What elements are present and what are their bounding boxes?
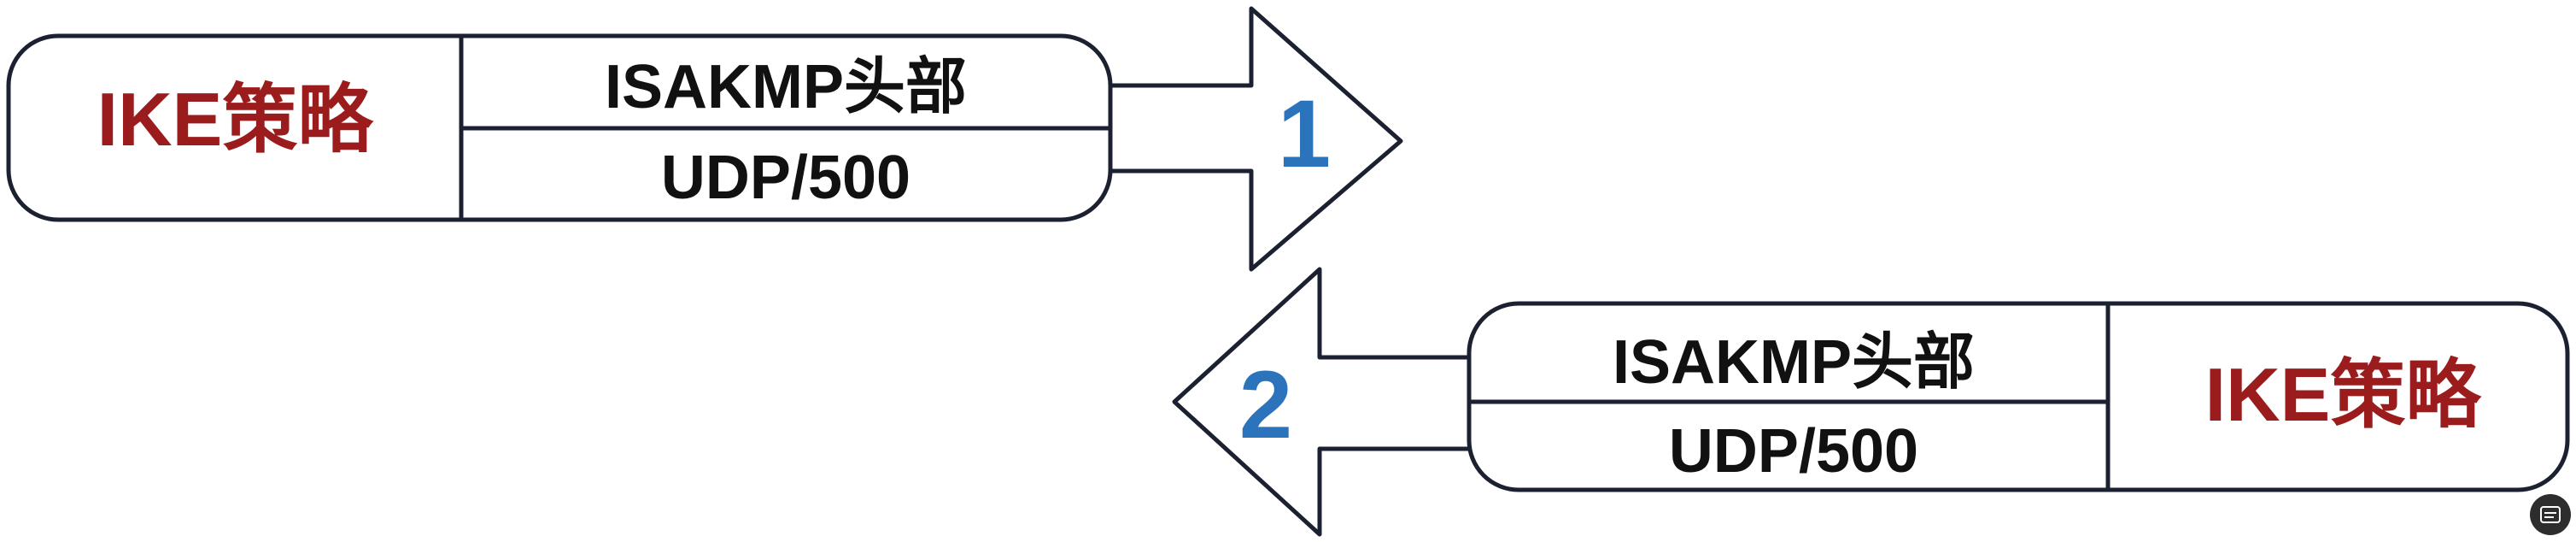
message-1-udp-port-label: UDP/500	[661, 144, 910, 212]
caption-icon	[2540, 506, 2561, 523]
message-1-isakmp-header-label: ISAKMP头部	[605, 53, 967, 121]
message-2-arrow-shape	[1172, 267, 1473, 537]
caption-button[interactable]	[2530, 494, 2571, 535]
message-1-step-number: 1	[1278, 80, 1331, 187]
message-2-policy-label: IKE策略	[2205, 352, 2483, 437]
message-2-udp-port-label: UDP/500	[1669, 417, 1918, 486]
message-2-packet-box	[1467, 301, 2570, 492]
message-2-step-number: 2	[1239, 351, 1292, 458]
message-2-isakmp-header-label: ISAKMP头部	[1613, 328, 1975, 397]
message-2-group: ISAKMP头部 UDP/500 IKE策略 2	[1172, 267, 2570, 537]
message-1-policy-label: IKE策略	[97, 77, 375, 162]
message-1-arrow-shape	[1102, 6, 1403, 272]
message-1-group: IKE策略 ISAKMP头部 UDP/500 1	[6, 6, 1403, 272]
